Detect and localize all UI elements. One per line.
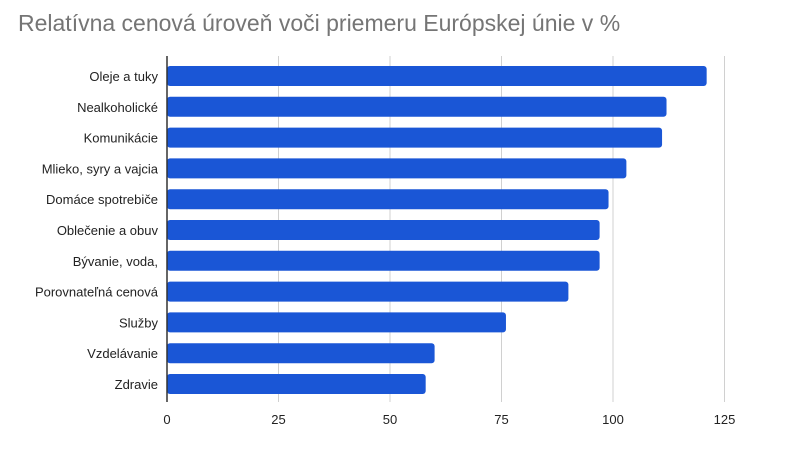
bar xyxy=(167,312,506,333)
x-tick-label: 75 xyxy=(494,412,508,427)
bar xyxy=(167,96,667,117)
bar xyxy=(167,127,663,148)
category-label: Porovnateľná cenová xyxy=(35,285,159,300)
bar xyxy=(167,281,569,302)
bar xyxy=(167,158,627,179)
category-label: Mlieko, syry a vajcia xyxy=(42,161,159,176)
x-tick-label: 125 xyxy=(714,412,736,427)
category-label: Bývanie, voda, xyxy=(73,254,158,269)
bar xyxy=(167,189,609,210)
bar xyxy=(167,66,707,86)
bar xyxy=(167,374,426,394)
x-tick-label: 0 xyxy=(163,412,170,427)
category-label: Domáce spotrebiče xyxy=(46,192,158,207)
x-tick-label: 50 xyxy=(383,412,397,427)
category-label: Oblečenie a obuv xyxy=(57,223,159,238)
chart-title: Relatívna cenová úroveň voči priemeru Eu… xyxy=(18,10,621,36)
category-labels: Oleje a tuky Nealkoholické Komunikácie Mlie… xyxy=(35,69,159,392)
category-label: Služby xyxy=(119,315,159,330)
category-label: Zdravie xyxy=(115,377,158,392)
category-label: Komunikácie xyxy=(84,131,158,146)
category-label: Vzdelávanie xyxy=(87,346,158,361)
bar xyxy=(167,343,435,364)
bar xyxy=(167,220,600,240)
x-tick-label: 100 xyxy=(602,412,624,427)
x-tick-label: 25 xyxy=(271,412,285,427)
bar xyxy=(167,250,600,271)
tick-labels: 0 25 50 75 100 125 xyxy=(163,412,735,427)
category-label: Nealkoholické xyxy=(77,100,158,115)
category-label: Oleje a tuky xyxy=(89,69,158,84)
bars xyxy=(167,66,707,394)
